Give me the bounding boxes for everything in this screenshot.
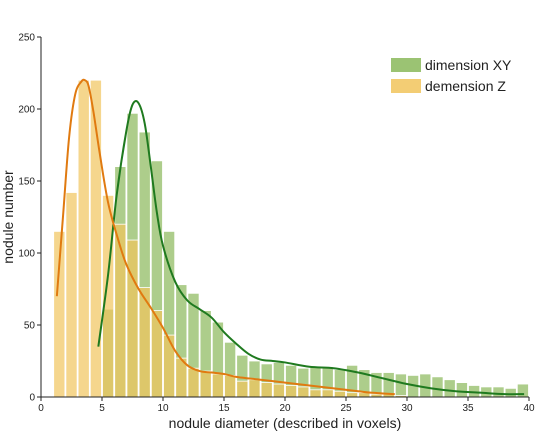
bar-demension-z [285, 385, 298, 398]
bar-demension-z [224, 374, 237, 398]
bar-dimension-xy [394, 373, 407, 398]
y-tick-label: 0 [29, 393, 35, 404]
y-tick-label: 150 [18, 177, 35, 188]
bar-demension-z [260, 382, 273, 398]
x-tick-label: 15 [218, 403, 230, 414]
legend-label: demension Z [425, 78, 506, 94]
bar-demension-z [236, 380, 249, 398]
y-tick-label: 50 [24, 321, 36, 332]
bar-demension-z [187, 367, 200, 398]
x-tick-label: 25 [340, 403, 352, 414]
bar-demension-z [102, 194, 115, 398]
bar-demension-z [321, 389, 334, 398]
bar-dimension-xy [419, 373, 432, 398]
y-tick-label: 200 [18, 105, 35, 116]
bar-demension-z [65, 192, 78, 398]
x-axis-title: nodule diameter (described in voxels) [169, 415, 402, 431]
y-tick-label: 100 [18, 249, 35, 260]
bar-demension-z [346, 392, 359, 398]
bar-demension-z [333, 390, 346, 398]
x-tick-label: 5 [99, 403, 105, 414]
legend: dimension XY demension Z [391, 57, 512, 94]
y-tick-label: 250 [18, 33, 35, 44]
bar-demension-z [309, 389, 322, 398]
x-tick-label: 30 [401, 403, 413, 414]
y-axis-title: nodule number [0, 170, 16, 264]
bar-dimension-xy [455, 382, 468, 398]
x-tick-label: 0 [38, 403, 44, 414]
bar-demension-z [77, 79, 90, 398]
bar-dimension-xy [492, 386, 505, 398]
x-tick-label: 10 [157, 403, 169, 414]
legend-swatch [391, 58, 421, 72]
bars-demension-z [53, 79, 407, 398]
bar-demension-z [163, 334, 176, 398]
bar-dimension-xy [443, 379, 456, 398]
bar-demension-z [199, 370, 212, 398]
kde-line-demension-z [55, 78, 395, 396]
bar-demension-z [248, 379, 261, 398]
x-tick-label: 20 [279, 403, 291, 414]
axes: 0 5 10 15 20 25 30 35 40 0 50 100 150 200 250 [18, 33, 535, 415]
x-tick-label: 35 [462, 403, 474, 414]
legend-swatch [391, 79, 421, 93]
bar-demension-z [297, 386, 310, 398]
bar-demension-z [272, 383, 285, 398]
kde-curves [55, 78, 525, 396]
bar-dimension-xy [431, 376, 444, 398]
bar-demension-z [211, 373, 224, 398]
legend-label: dimension XY [425, 57, 512, 73]
x-tick-label: 40 [523, 403, 535, 414]
kde-line-dimension-xy [97, 100, 525, 396]
bar-dimension-xy [504, 387, 517, 398]
bar-demension-z [126, 239, 139, 398]
